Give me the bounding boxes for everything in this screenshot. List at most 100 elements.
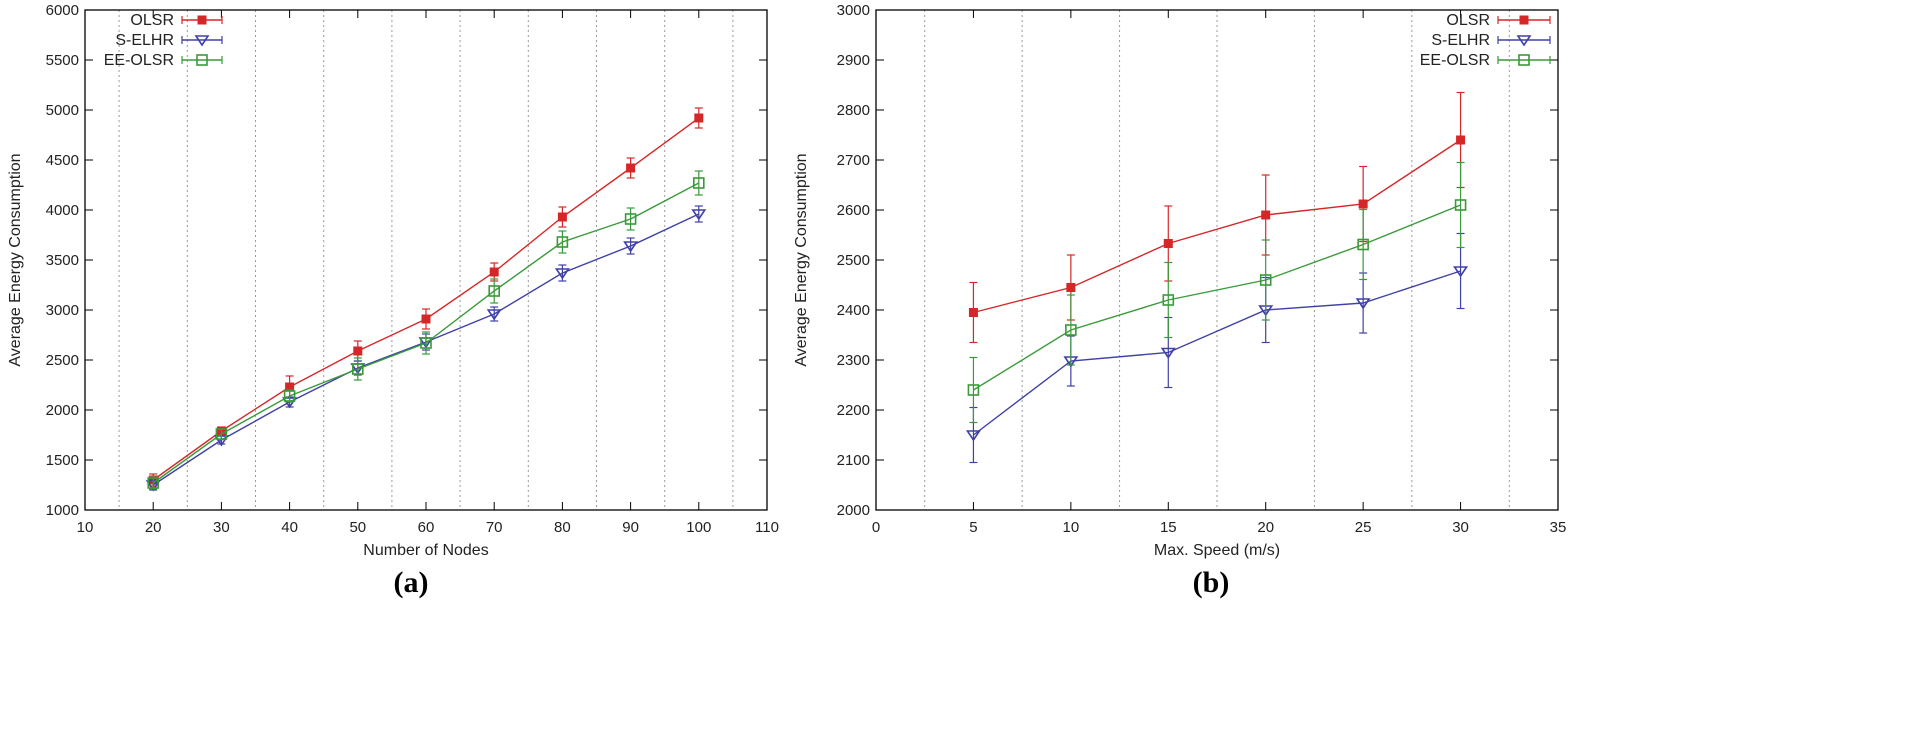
y-tick-label: 5000 — [46, 102, 79, 119]
chart-b: 2000 2100 2200 2300 2400 2500 2600 2700 2800 2900… — [793, 2, 1566, 599]
data-point — [488, 285, 501, 297]
data-point — [1453, 266, 1469, 278]
x-tick-label: 50 — [349, 519, 366, 536]
legend-label: OLSR — [1446, 12, 1490, 29]
data-point — [215, 428, 228, 440]
data-point — [1065, 324, 1077, 336]
x-tick-label: 60 — [418, 519, 435, 536]
y-tick-label: 3000 — [46, 302, 79, 319]
legend-marker — [196, 54, 208, 66]
y-tick-label: 4000 — [46, 202, 79, 219]
x-tick-label: 30 — [1452, 519, 1469, 536]
x-tick-label: 10 — [1063, 519, 1080, 536]
y-axis-label: Average Energy Consumption — [7, 153, 24, 366]
series-line — [973, 270, 1461, 436]
data-point — [420, 337, 432, 349]
data-point — [692, 177, 705, 189]
data-point — [1358, 199, 1368, 209]
y-tick-label: 2600 — [837, 202, 870, 219]
chart-a: 1000 1500 2000 2500 3000 3500 4000 4500 5000 5500… — [7, 2, 779, 599]
y-tick-label: 1500 — [46, 452, 79, 469]
data-point — [486, 309, 502, 321]
data-point — [1454, 199, 1467, 211]
y-tick-label: 2100 — [837, 452, 870, 469]
y-tick-label: 2900 — [837, 52, 870, 69]
legend-label: S-ELHR — [115, 32, 174, 49]
data-point — [285, 382, 295, 392]
data-point — [694, 113, 704, 123]
x-tick-label: 0 — [872, 519, 880, 536]
x-axis-label: Max. Speed (m/s) — [1154, 542, 1280, 559]
legend: OLSR S-ELHR EE-OLSR — [1420, 12, 1551, 69]
x-tick-label: 20 — [1257, 519, 1274, 536]
panel-caption: (a) — [394, 566, 429, 599]
data-point — [1357, 238, 1369, 251]
y-tick-label: 2400 — [837, 302, 870, 319]
data-point — [557, 212, 567, 222]
y-tick-label: 2800 — [837, 102, 870, 119]
x-tick-label: 70 — [486, 519, 503, 536]
x-tick-label: 5 — [969, 519, 977, 536]
data-point — [691, 209, 707, 221]
y-tick-label: 1000 — [46, 502, 79, 519]
x-tick-label: 15 — [1160, 519, 1177, 536]
legend-marker — [197, 15, 207, 25]
x-tick-label: 35 — [1550, 519, 1567, 536]
data-point — [489, 267, 499, 277]
data-point — [967, 384, 980, 396]
data-point — [965, 430, 981, 442]
x-tick-label: 90 — [622, 519, 639, 536]
y-tick-label: 2500 — [837, 252, 870, 269]
x-tick-label: 40 — [281, 519, 298, 536]
series-line — [973, 139, 1461, 314]
data-point — [1456, 135, 1466, 145]
y-axis-label: Average Energy Consumption — [793, 153, 810, 366]
x-tick-label: 80 — [554, 519, 571, 536]
legend-label: EE-OLSR — [1420, 52, 1490, 69]
y-tick-label: 2000 — [837, 502, 870, 519]
data-point — [1259, 274, 1272, 286]
legend-label: S-ELHR — [1431, 32, 1490, 49]
x-tick-label: 30 — [213, 519, 230, 536]
y-tick-label: 2700 — [837, 152, 870, 169]
data-point — [1261, 210, 1271, 220]
y-tick-label: 5500 — [46, 52, 79, 69]
y-tick-label: 2200 — [837, 402, 870, 419]
x-tick-label: 10 — [77, 519, 94, 536]
x-tick-label: 25 — [1355, 519, 1372, 536]
legend-marker — [194, 35, 210, 47]
data-point — [1160, 347, 1176, 359]
y-tick-label: 3500 — [46, 252, 79, 269]
data-point — [1066, 283, 1076, 292]
legend-marker — [1516, 35, 1532, 47]
data-point — [353, 346, 363, 356]
data-point — [421, 314, 431, 324]
data-point — [351, 363, 364, 375]
data-point — [147, 477, 159, 489]
y-tick-label: 2300 — [837, 352, 870, 369]
legend-marker — [1518, 54, 1530, 66]
data-point — [623, 241, 639, 253]
legend: OLSR S-ELHR EE-OLSR — [104, 12, 223, 69]
data-point — [968, 308, 978, 317]
panel-caption: (b) — [1193, 566, 1230, 599]
data-point — [1163, 239, 1173, 248]
y-tick-label: 6000 — [46, 2, 79, 19]
legend-label: OLSR — [130, 12, 174, 29]
data-point — [1162, 294, 1175, 306]
legend-label: EE-OLSR — [104, 52, 174, 69]
data-point — [556, 236, 569, 248]
data-point — [1355, 298, 1371, 310]
y-tick-label: 2500 — [46, 352, 79, 369]
data-point — [626, 163, 636, 173]
legend-marker — [1519, 15, 1529, 25]
data-point — [283, 390, 296, 402]
data-point — [624, 213, 637, 225]
series-line — [973, 204, 1461, 391]
x-tick-label: 100 — [686, 519, 711, 536]
x-tick-label: 20 — [145, 519, 162, 536]
x-tick-label: 110 — [755, 519, 779, 536]
series-olsr — [148, 107, 704, 487]
series-ee-olsr — [147, 170, 705, 490]
